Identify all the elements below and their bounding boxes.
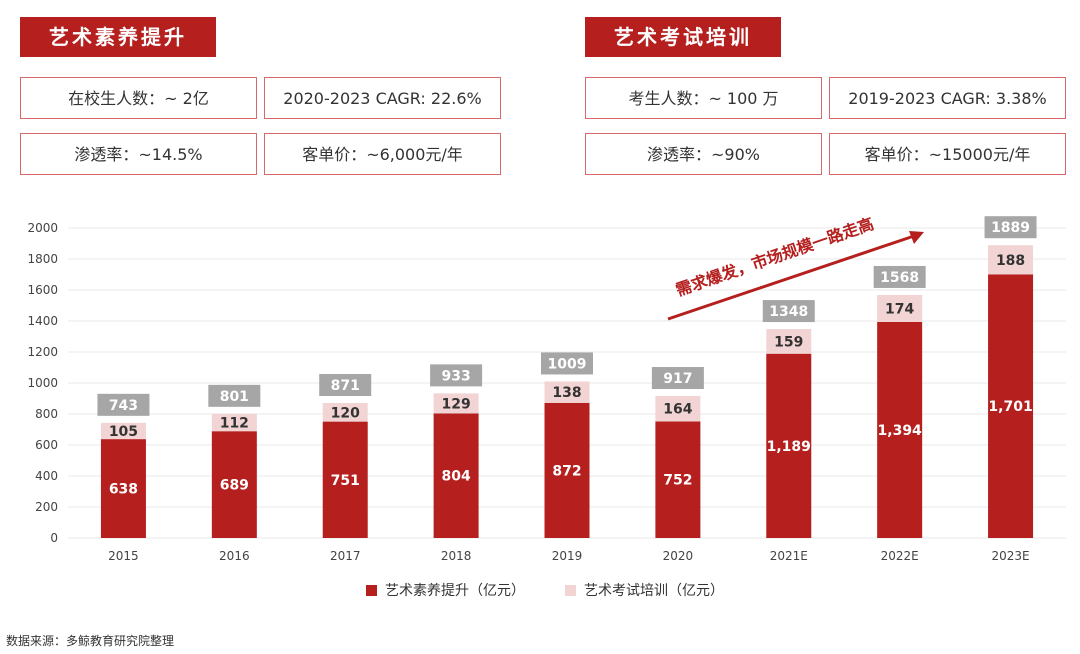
data-label-art-literacy: 752 [663, 473, 692, 489]
data-label-art-exam: 120 [331, 405, 360, 421]
bar-art-literacy [655, 421, 701, 538]
legend-label-art-exam: 艺术考试培训（亿元） [584, 583, 724, 599]
bar-art-literacy [322, 421, 368, 538]
x-tick-label: 2023E [991, 549, 1029, 563]
data-label-art-literacy: 638 [109, 482, 138, 498]
total-badge [762, 300, 815, 323]
examinee-count-stat: 考生人数：~ 100 万 [585, 77, 822, 119]
data-source: 数据来源：多鲸教育研究院整理 [6, 634, 175, 648]
y-tick-label: 2000 [27, 221, 58, 235]
legend-item-art-exam: 艺术考试培训（亿元） [565, 580, 724, 600]
data-label-art-literacy: 1,701 [988, 399, 1032, 415]
data-label-art-exam: 164 [663, 402, 692, 418]
data-label-art-literacy: 872 [552, 463, 581, 479]
data-label-art-literacy: 804 [441, 469, 470, 485]
x-tick-label: 2022E [881, 549, 919, 563]
bar-art-exam [211, 413, 257, 432]
legend-label-art-literacy: 艺术素养提升（亿元） [385, 583, 525, 599]
x-tick-label: 2020 [663, 549, 694, 563]
total-badge [873, 265, 926, 288]
legend-swatch-primary [366, 584, 377, 596]
y-tick-label: 600 [35, 438, 58, 452]
data-label-art-exam: 129 [441, 396, 470, 412]
data-label-art-exam: 159 [774, 334, 803, 350]
data-label-art-literacy: 751 [331, 473, 360, 489]
unit-price-stat: 客单价：~6,000元/年 [264, 133, 501, 175]
bar-art-literacy [100, 439, 146, 538]
total-badge [651, 367, 704, 390]
art-exam-training-title: 艺术考试培训 [585, 17, 781, 57]
bar-art-exam [988, 245, 1034, 275]
legend-swatch-secondary [565, 584, 576, 596]
total-badge [541, 352, 593, 375]
y-tick-label: 400 [35, 469, 58, 483]
data-label-art-literacy: 689 [220, 478, 249, 494]
total-label: 871 [331, 378, 360, 394]
total-label: 933 [441, 368, 470, 384]
y-tick-label: 1600 [27, 283, 58, 297]
legend-item-art-literacy: 艺术素养提升（亿元） [366, 580, 525, 600]
bar-art-exam [100, 422, 146, 440]
bar-art-exam [766, 329, 812, 354]
bar-art-literacy [211, 431, 257, 538]
bar-art-literacy [433, 413, 479, 538]
total-label: 743 [109, 398, 138, 414]
y-tick-label: 1200 [27, 345, 58, 359]
bar-art-literacy [988, 274, 1034, 538]
total-badge [984, 216, 1037, 239]
bar-art-literacy [544, 402, 590, 538]
bar-art-exam [322, 402, 368, 422]
data-label-art-literacy: 1,394 [878, 423, 923, 439]
y-tick-label: 800 [35, 407, 58, 421]
total-label: 1348 [769, 304, 808, 320]
penetration-rate-stat: 渗透率：~14.5% [20, 133, 257, 175]
cagr-2020-2023-stat: 2020-2023 CAGR: 22.6% [264, 77, 501, 119]
y-tick-label: 200 [35, 500, 58, 514]
total-badge [319, 373, 372, 396]
bar-art-exam [877, 294, 923, 322]
x-tick-label: 2018 [441, 549, 472, 563]
art-literacy-title: 艺术素养提升 [20, 17, 216, 57]
total-badge [208, 384, 261, 407]
data-label-art-exam: 112 [220, 416, 249, 432]
bar-art-exam [544, 381, 590, 403]
data-label-art-literacy: 1,189 [767, 439, 811, 455]
total-badge [97, 393, 150, 416]
x-tick-label: 2016 [219, 549, 250, 563]
student-count-stat: 在校生人数：~ 2亿 [20, 77, 257, 119]
growth-arrow-line [667, 234, 915, 321]
y-tick-label: 1800 [27, 252, 58, 266]
bar-art-exam [433, 393, 479, 414]
x-tick-label: 2015 [108, 549, 139, 563]
y-tick-label: 1000 [27, 376, 58, 390]
x-tick-label: 2021E [770, 549, 808, 563]
data-label-art-exam: 105 [109, 424, 138, 440]
total-label: 801 [220, 389, 249, 405]
exam-penetration-rate-stat: 渗透率：~90% [585, 133, 822, 175]
total-label: 917 [663, 371, 692, 387]
data-label-art-exam: 188 [996, 253, 1025, 269]
data-label-art-exam: 174 [885, 301, 914, 317]
growth-arrow-head [909, 231, 924, 244]
total-label: 1009 [548, 356, 587, 372]
bar-art-literacy [877, 321, 923, 538]
stacked-bar-chart: 0 200 400 600 800 1000 1200 1400 1600 1800 2000 638… [27, 216, 1066, 563]
bar-art-literacy [766, 353, 812, 538]
cagr-2019-2023-stat: 2019-2023 CAGR: 3.38% [829, 77, 1066, 119]
bar-art-exam [655, 396, 701, 422]
total-label: 1568 [880, 270, 919, 286]
x-tick-label: 2017 [330, 549, 361, 563]
total-label: 1889 [991, 220, 1030, 236]
y-tick-label: 1400 [27, 314, 58, 328]
data-label-art-exam: 138 [552, 385, 581, 401]
x-tick-label: 2019 [552, 549, 583, 563]
total-badge [430, 364, 483, 387]
exam-unit-price-stat: 客单价：~15000元/年 [829, 133, 1066, 175]
y-tick-label: 0 [50, 531, 58, 545]
